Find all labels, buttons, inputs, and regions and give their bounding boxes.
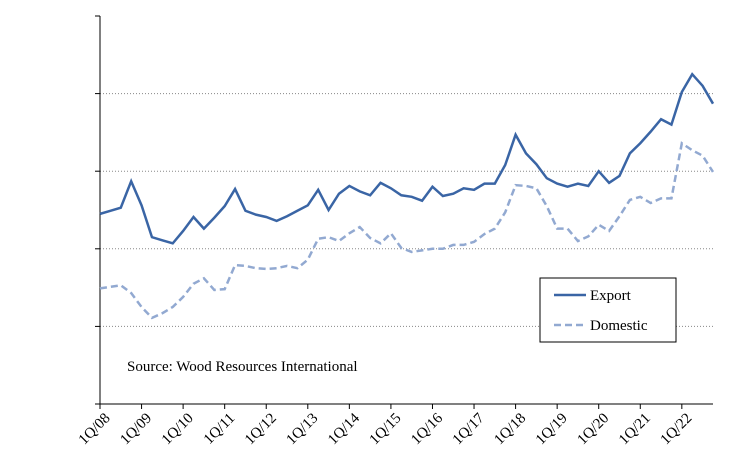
x-tick-label: 1Q/18 [491,410,529,448]
legend-label: Export [590,288,632,304]
legend-label: Domestic [590,318,648,334]
legend-box [539,277,677,343]
x-tick-label: 1Q/20 [574,410,612,448]
x-tick-label: 1Q/16 [408,410,446,448]
x-tick-label: 1Q/09 [117,410,155,448]
x-tick-label: 1Q/12 [242,410,280,448]
x-tick-label: 1Q/21 [616,410,654,448]
x-tick-label: 1Q/22 [658,410,696,448]
x-tick-label: 1Q/08 [76,410,114,448]
data-line [99,141,715,320]
data-line [99,72,715,245]
source-note: Source: Wood Resources International [127,359,358,375]
x-tick-label: 1Q/11 [201,410,238,447]
x-tick-label: 1Q/15 [367,410,405,448]
x-tick-label: 1Q/13 [284,410,322,448]
x-tick-label: 1Q/10 [159,410,197,448]
x-tick-label: 1Q/17 [450,410,488,448]
x-tick-label: 1Q/19 [533,410,571,448]
x-tick-label: 1Q/14 [325,410,363,448]
